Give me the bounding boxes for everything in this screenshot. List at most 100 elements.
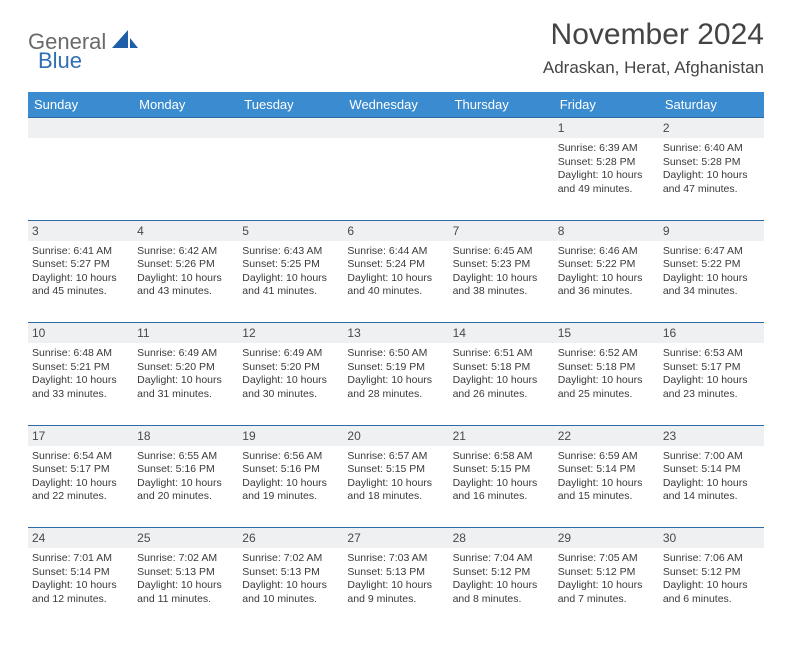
day-number-cell: 23 xyxy=(659,425,764,446)
sunset-text: Sunset: 5:16 PM xyxy=(137,463,234,477)
sunrise-text: Sunrise: 7:02 AM xyxy=(242,552,339,566)
sunrise-text: Sunrise: 6:42 AM xyxy=(137,245,234,259)
sunset-text: Sunset: 5:28 PM xyxy=(558,156,655,170)
day-content-cell: Sunrise: 7:01 AMSunset: 5:14 PMDaylight:… xyxy=(28,548,133,630)
day-content-cell: Sunrise: 7:02 AMSunset: 5:13 PMDaylight:… xyxy=(238,548,343,630)
day-number-cell: 30 xyxy=(659,528,764,549)
sunrise-text: Sunrise: 6:51 AM xyxy=(453,347,550,361)
day-content-cell: Sunrise: 6:39 AMSunset: 5:28 PMDaylight:… xyxy=(554,138,659,220)
sunset-text: Sunset: 5:12 PM xyxy=(453,566,550,580)
day-number-cell: 5 xyxy=(238,220,343,241)
day-content-cell: Sunrise: 7:00 AMSunset: 5:14 PMDaylight:… xyxy=(659,446,764,528)
day-content-cell: Sunrise: 6:55 AMSunset: 5:16 PMDaylight:… xyxy=(133,446,238,528)
day-number-cell: 4 xyxy=(133,220,238,241)
day-number-cell: 11 xyxy=(133,323,238,344)
daylight-text: Daylight: 10 hours and 7 minutes. xyxy=(558,579,655,606)
sunset-text: Sunset: 5:28 PM xyxy=(663,156,760,170)
sail-icon xyxy=(112,28,138,55)
sunrise-text: Sunrise: 6:48 AM xyxy=(32,347,129,361)
day-number-cell: 9 xyxy=(659,220,764,241)
day-number-cell xyxy=(133,118,238,139)
day-content-cell: Sunrise: 6:49 AMSunset: 5:20 PMDaylight:… xyxy=(238,343,343,425)
daynum-row: 10111213141516 xyxy=(28,323,764,344)
day-content-cell: Sunrise: 6:51 AMSunset: 5:18 PMDaylight:… xyxy=(449,343,554,425)
sunrise-text: Sunrise: 6:55 AM xyxy=(137,450,234,464)
sunrise-text: Sunrise: 6:46 AM xyxy=(558,245,655,259)
sunset-text: Sunset: 5:15 PM xyxy=(347,463,444,477)
sunrise-text: Sunrise: 6:41 AM xyxy=(32,245,129,259)
daylight-text: Daylight: 10 hours and 25 minutes. xyxy=(558,374,655,401)
daylight-text: Daylight: 10 hours and 22 minutes. xyxy=(32,477,129,504)
day-number-cell: 3 xyxy=(28,220,133,241)
col-monday: Monday xyxy=(133,92,238,118)
daylight-text: Daylight: 10 hours and 16 minutes. xyxy=(453,477,550,504)
daylight-text: Daylight: 10 hours and 49 minutes. xyxy=(558,169,655,196)
daylight-text: Daylight: 10 hours and 14 minutes. xyxy=(663,477,760,504)
daylight-text: Daylight: 10 hours and 11 minutes. xyxy=(137,579,234,606)
day-content-cell: Sunrise: 6:52 AMSunset: 5:18 PMDaylight:… xyxy=(554,343,659,425)
day-content-cell xyxy=(449,138,554,220)
day-number-cell: 19 xyxy=(238,425,343,446)
sunset-text: Sunset: 5:23 PM xyxy=(453,258,550,272)
sunset-text: Sunset: 5:13 PM xyxy=(242,566,339,580)
day-content-cell: Sunrise: 6:59 AMSunset: 5:14 PMDaylight:… xyxy=(554,446,659,528)
brand-text-2-wrap: Blue xyxy=(38,48,82,74)
sunrise-text: Sunrise: 6:53 AM xyxy=(663,347,760,361)
daynum-row: 3456789 xyxy=(28,220,764,241)
brand-text-2: Blue xyxy=(38,48,82,73)
calendar-page: General November 2024 Adraskan, Herat, A… xyxy=(0,0,792,650)
sunrise-text: Sunrise: 6:43 AM xyxy=(242,245,339,259)
day-content-cell xyxy=(133,138,238,220)
sunset-text: Sunset: 5:12 PM xyxy=(663,566,760,580)
sunrise-text: Sunrise: 6:59 AM xyxy=(558,450,655,464)
content-row: Sunrise: 6:39 AMSunset: 5:28 PMDaylight:… xyxy=(28,138,764,220)
daylight-text: Daylight: 10 hours and 23 minutes. xyxy=(663,374,760,401)
sunset-text: Sunset: 5:12 PM xyxy=(558,566,655,580)
daylight-text: Daylight: 10 hours and 8 minutes. xyxy=(453,579,550,606)
day-content-cell: Sunrise: 6:41 AMSunset: 5:27 PMDaylight:… xyxy=(28,241,133,323)
daylight-text: Daylight: 10 hours and 33 minutes. xyxy=(32,374,129,401)
sunrise-text: Sunrise: 6:40 AM xyxy=(663,142,760,156)
sunrise-text: Sunrise: 6:54 AM xyxy=(32,450,129,464)
day-content-cell: Sunrise: 6:42 AMSunset: 5:26 PMDaylight:… xyxy=(133,241,238,323)
sunset-text: Sunset: 5:22 PM xyxy=(558,258,655,272)
sunset-text: Sunset: 5:14 PM xyxy=(663,463,760,477)
sunrise-text: Sunrise: 7:04 AM xyxy=(453,552,550,566)
daylight-text: Daylight: 10 hours and 47 minutes. xyxy=(663,169,760,196)
col-sunday: Sunday xyxy=(28,92,133,118)
sunrise-text: Sunrise: 7:05 AM xyxy=(558,552,655,566)
content-row: Sunrise: 6:54 AMSunset: 5:17 PMDaylight:… xyxy=(28,446,764,528)
day-content-cell: Sunrise: 6:48 AMSunset: 5:21 PMDaylight:… xyxy=(28,343,133,425)
sunset-text: Sunset: 5:25 PM xyxy=(242,258,339,272)
day-content-cell xyxy=(28,138,133,220)
header: General November 2024 Adraskan, Herat, A… xyxy=(28,18,764,78)
daylight-text: Daylight: 10 hours and 40 minutes. xyxy=(347,272,444,299)
day-number-cell: 22 xyxy=(554,425,659,446)
day-content-cell: Sunrise: 6:47 AMSunset: 5:22 PMDaylight:… xyxy=(659,241,764,323)
day-content-cell: Sunrise: 7:06 AMSunset: 5:12 PMDaylight:… xyxy=(659,548,764,630)
day-number-cell: 10 xyxy=(28,323,133,344)
sunset-text: Sunset: 5:14 PM xyxy=(32,566,129,580)
sunset-text: Sunset: 5:17 PM xyxy=(663,361,760,375)
daylight-text: Daylight: 10 hours and 41 minutes. xyxy=(242,272,339,299)
sunrise-text: Sunrise: 7:03 AM xyxy=(347,552,444,566)
daylight-text: Daylight: 10 hours and 6 minutes. xyxy=(663,579,760,606)
col-saturday: Saturday xyxy=(659,92,764,118)
sunrise-text: Sunrise: 6:49 AM xyxy=(242,347,339,361)
sunrise-text: Sunrise: 7:02 AM xyxy=(137,552,234,566)
calendar-table: Sunday Monday Tuesday Wednesday Thursday… xyxy=(28,92,764,630)
day-content-cell xyxy=(238,138,343,220)
day-content-cell: Sunrise: 6:43 AMSunset: 5:25 PMDaylight:… xyxy=(238,241,343,323)
col-wednesday: Wednesday xyxy=(343,92,448,118)
day-number-cell: 27 xyxy=(343,528,448,549)
day-number-cell: 6 xyxy=(343,220,448,241)
title-block: November 2024 Adraskan, Herat, Afghanist… xyxy=(543,18,764,78)
col-tuesday: Tuesday xyxy=(238,92,343,118)
content-row: Sunrise: 6:41 AMSunset: 5:27 PMDaylight:… xyxy=(28,241,764,323)
day-number-cell: 25 xyxy=(133,528,238,549)
col-friday: Friday xyxy=(554,92,659,118)
sunset-text: Sunset: 5:15 PM xyxy=(453,463,550,477)
sunrise-text: Sunrise: 7:00 AM xyxy=(663,450,760,464)
sunrise-text: Sunrise: 6:49 AM xyxy=(137,347,234,361)
day-number-cell: 8 xyxy=(554,220,659,241)
